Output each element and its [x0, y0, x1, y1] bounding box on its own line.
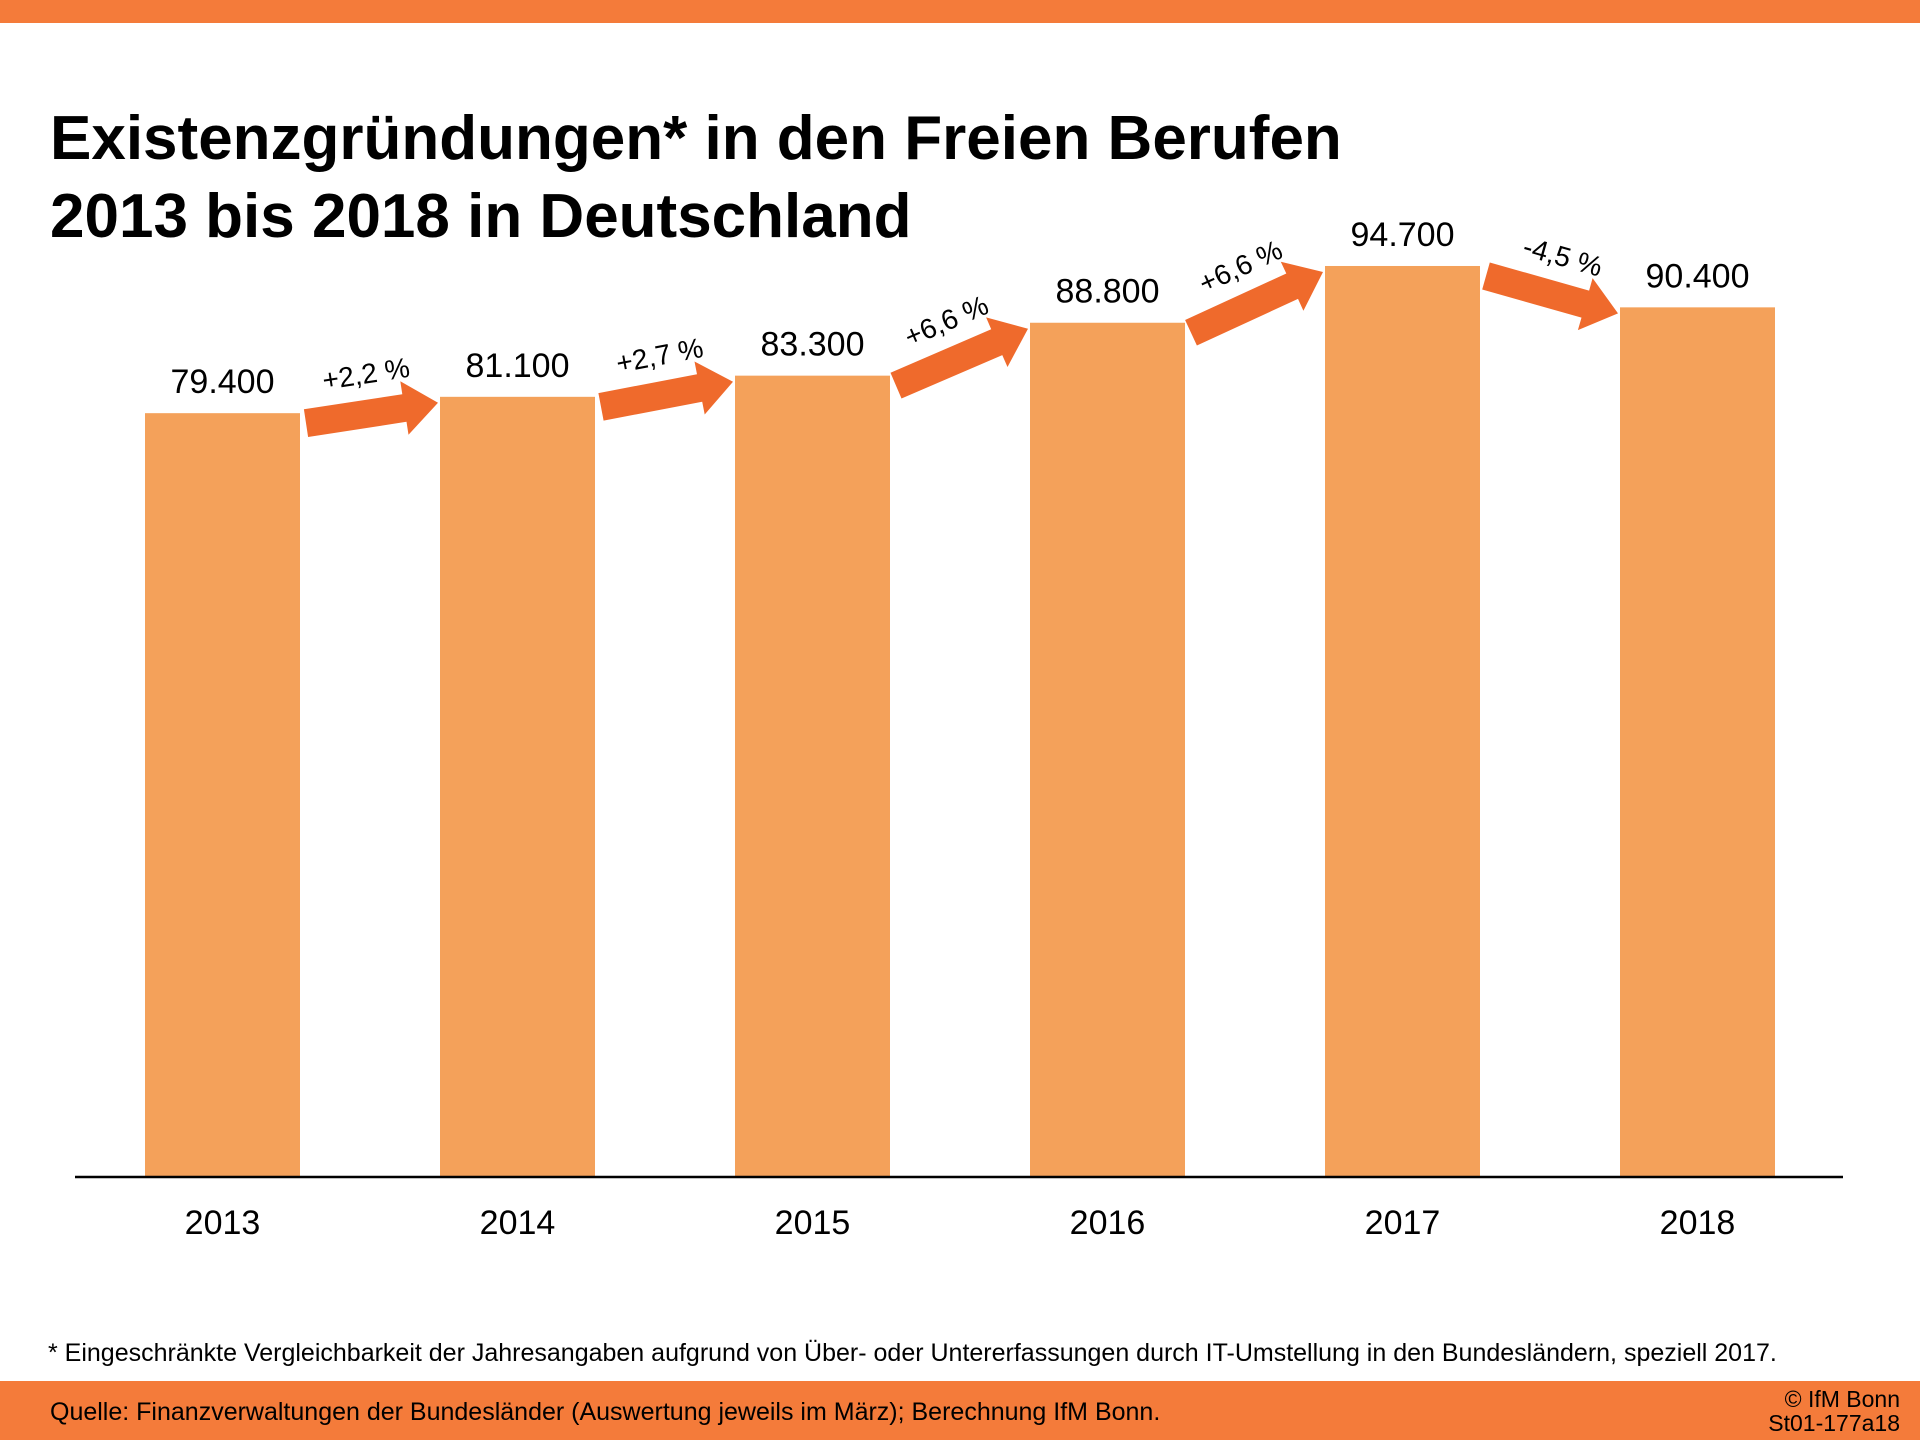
title-line-2: 2013 bis 2018 in Deutschland — [50, 182, 912, 251]
x-tick-label-2016: 2016 — [1070, 1204, 1146, 1242]
x-tick-label-2014: 2014 — [480, 1204, 556, 1242]
chart-title: Existenzgründungen* in den Freien Berufe… — [50, 100, 1342, 256]
bar-chart: 79.400 2013 81.100 2014 83.300 2015 88.800 2016… — [75, 216, 1843, 1242]
change-arrow-1 — [303, 381, 438, 437]
value-label-2017: 94.700 — [1351, 216, 1455, 254]
bottom-bar: Quelle: Finanzverwaltungen der Bundeslän… — [0, 1381, 1920, 1440]
bar-2016 — [1030, 322, 1185, 1177]
bar-2014 — [440, 396, 595, 1177]
x-tick-label-2018: 2018 — [1660, 1204, 1736, 1242]
x-tick-label-2013: 2013 — [185, 1204, 261, 1242]
value-label-2013: 79.400 — [171, 363, 275, 401]
title-line-1: Existenzgründungen* in den Freien Berufe… — [50, 104, 1342, 173]
change-arrow-3 — [890, 317, 1028, 399]
value-label-2018: 90.400 — [1646, 257, 1750, 295]
change-label-2: +2,7 % — [614, 332, 706, 379]
change-arrow-2 — [598, 361, 733, 421]
footnote: * Eingeschränkte Vergleichbarkeit der Ja… — [48, 1339, 1777, 1367]
value-label-2015: 83.300 — [761, 326, 865, 364]
change-arrow-4 — [1185, 261, 1323, 346]
x-tick-label-2017: 2017 — [1365, 1204, 1441, 1242]
value-label-2014: 81.100 — [466, 347, 570, 385]
change-label-1: +2,2 % — [320, 352, 412, 396]
x-tick-label-2015: 2015 — [775, 1204, 851, 1242]
copyright-line-2: St01-177a18 — [1768, 1410, 1900, 1436]
bar-2018 — [1620, 307, 1775, 1177]
value-label-2016: 88.800 — [1056, 273, 1160, 311]
copyright-line-1: © IfM Bonn — [1784, 1386, 1900, 1412]
bar-2017 — [1325, 265, 1480, 1178]
bar-2015 — [735, 375, 890, 1177]
change-arrow-5 — [1482, 262, 1618, 331]
top-accent-bar — [0, 0, 1920, 23]
source-note: Quelle: Finanzverwaltungen der Bundeslän… — [50, 1398, 1161, 1426]
bar-2013 — [145, 413, 300, 1177]
copyright: © IfM Bonn St01-177a18 — [1768, 1387, 1900, 1435]
